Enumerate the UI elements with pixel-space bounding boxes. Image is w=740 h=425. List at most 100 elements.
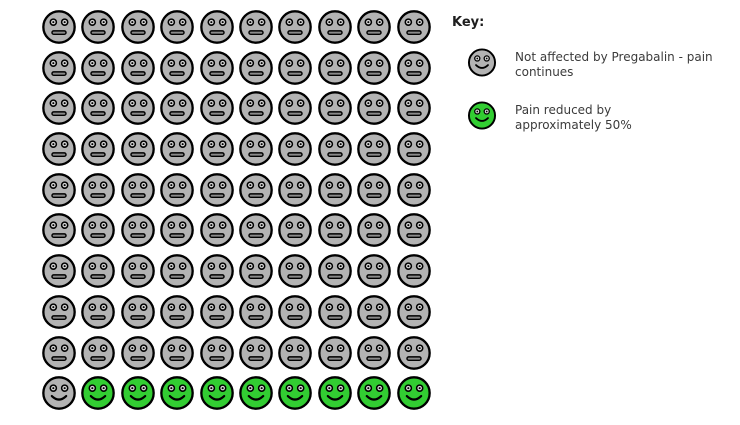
gray-neutral-face-icon	[80, 172, 116, 208]
gray-neutral-face-icon	[80, 131, 116, 167]
gray-neutral-face-icon	[159, 294, 195, 330]
gray-neutral-face-icon	[356, 294, 392, 330]
key-label-line: continues	[515, 64, 574, 79]
gray-neutral-face-icon	[277, 50, 313, 86]
gray-neutral-face-icon	[120, 131, 156, 167]
gray-neutral-face-icon	[277, 212, 313, 248]
gray-neutral-face-icon	[238, 50, 274, 86]
key-item-pain-reduced: Pain reduced by approximately 50%	[452, 100, 737, 132]
gray-neutral-face-icon	[238, 212, 274, 248]
gray-neutral-face-icon	[356, 212, 392, 248]
gray-neutral-face-icon	[199, 172, 235, 208]
gray-neutral-face-icon	[120, 50, 156, 86]
gray-neutral-face-icon	[159, 50, 195, 86]
gray-neutral-face-icon	[159, 212, 195, 248]
gray-neutral-face-icon	[277, 294, 313, 330]
gray-neutral-face-icon	[317, 294, 353, 330]
gray-neutral-face-icon	[199, 253, 235, 289]
gray-neutral-face-icon	[396, 9, 432, 45]
gray-neutral-face-icon	[80, 90, 116, 126]
key-label-line: approximately 50%	[515, 117, 632, 132]
gray-neutral-face-icon	[41, 172, 77, 208]
gray-neutral-face-icon	[120, 172, 156, 208]
gray-neutral-face-icon	[199, 131, 235, 167]
gray-neutral-face-icon	[41, 253, 77, 289]
gray-neutral-face-icon	[80, 335, 116, 371]
gray-neutral-face-icon	[199, 335, 235, 371]
gray-neutral-face-icon	[41, 90, 77, 126]
gray-neutral-face-icon	[80, 294, 116, 330]
gray-neutral-face-icon	[41, 294, 77, 330]
key-item-not-affected-label: Not affected by Pregabalin - pain contin…	[515, 47, 713, 79]
gray-neutral-face-icon	[317, 9, 353, 45]
gray-neutral-face-icon	[396, 131, 432, 167]
gray-neutral-face-icon	[199, 90, 235, 126]
gray-neutral-face-icon	[356, 50, 392, 86]
gray-smiling-face-icon	[467, 47, 497, 78]
gray-neutral-face-icon	[317, 172, 353, 208]
gray-neutral-face-icon	[41, 50, 77, 86]
gray-neutral-face-icon	[396, 172, 432, 208]
gray-neutral-face-icon	[159, 253, 195, 289]
gray-neutral-face-icon	[238, 335, 274, 371]
gray-neutral-face-icon	[159, 90, 195, 126]
key-item-not-affected: Not affected by Pregabalin - pain contin…	[452, 47, 737, 79]
gray-neutral-face-icon	[356, 335, 392, 371]
gray-neutral-face-icon	[238, 172, 274, 208]
gray-smiling-face-icon	[41, 375, 77, 411]
gray-neutral-face-icon	[238, 131, 274, 167]
key-panel: Key: Not affected by Pregabalin - pain c…	[452, 15, 737, 132]
gray-neutral-face-icon	[199, 294, 235, 330]
green-smiling-face-icon	[199, 375, 235, 411]
green-smiling-face-icon	[277, 375, 313, 411]
key-item-pain-reduced-label: Pain reduced by approximately 50%	[515, 100, 632, 132]
gray-neutral-face-icon	[317, 253, 353, 289]
gray-neutral-face-icon	[277, 131, 313, 167]
gray-neutral-face-icon	[41, 9, 77, 45]
gray-neutral-face-icon	[396, 90, 432, 126]
green-smiling-face-icon	[80, 375, 116, 411]
key-title: Key:	[452, 15, 485, 30]
gray-neutral-face-icon	[356, 131, 392, 167]
gray-neutral-face-icon	[80, 212, 116, 248]
gray-neutral-face-icon	[277, 172, 313, 208]
gray-neutral-face-icon	[159, 9, 195, 45]
gray-neutral-face-icon	[396, 50, 432, 86]
green-smiling-face-icon	[356, 375, 392, 411]
face-grid	[41, 9, 432, 411]
gray-neutral-face-icon	[277, 335, 313, 371]
gray-neutral-face-icon	[41, 131, 77, 167]
gray-neutral-face-icon	[41, 335, 77, 371]
gray-neutral-face-icon	[80, 253, 116, 289]
gray-neutral-face-icon	[159, 131, 195, 167]
gray-neutral-face-icon	[317, 335, 353, 371]
gray-neutral-face-icon	[396, 212, 432, 248]
gray-neutral-face-icon	[120, 212, 156, 248]
gray-neutral-face-icon	[238, 9, 274, 45]
green-smiling-face-icon	[159, 375, 195, 411]
green-smiling-face-icon	[120, 375, 156, 411]
gray-neutral-face-icon	[159, 335, 195, 371]
gray-neutral-face-icon	[120, 90, 156, 126]
gray-neutral-face-icon	[159, 172, 195, 208]
gray-neutral-face-icon	[356, 90, 392, 126]
gray-neutral-face-icon	[356, 172, 392, 208]
gray-neutral-face-icon	[199, 50, 235, 86]
gray-neutral-face-icon	[120, 253, 156, 289]
key-label-line: Pain reduced by	[515, 103, 612, 117]
green-smiling-face-icon	[396, 375, 432, 411]
green-smiling-face-icon	[467, 100, 497, 131]
gray-neutral-face-icon	[199, 9, 235, 45]
key-label-line: Not affected by Pregabalin - pain	[515, 50, 713, 64]
gray-neutral-face-icon	[317, 50, 353, 86]
gray-neutral-face-icon	[396, 253, 432, 289]
gray-neutral-face-icon	[396, 335, 432, 371]
gray-neutral-face-icon	[120, 9, 156, 45]
green-smiling-face-icon	[317, 375, 353, 411]
gray-neutral-face-icon	[277, 253, 313, 289]
gray-neutral-face-icon	[317, 131, 353, 167]
gray-neutral-face-icon	[238, 294, 274, 330]
gray-neutral-face-icon	[317, 90, 353, 126]
gray-neutral-face-icon	[277, 90, 313, 126]
gray-neutral-face-icon	[120, 294, 156, 330]
